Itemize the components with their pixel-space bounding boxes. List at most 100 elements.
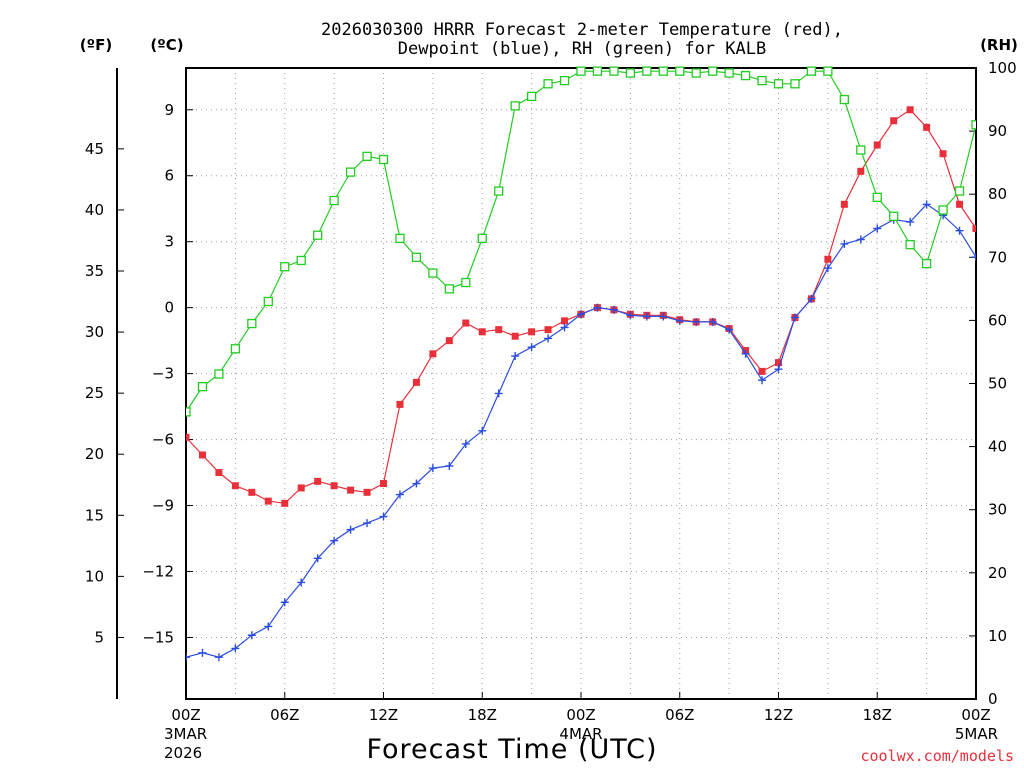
x-tick-label: 06Z (270, 706, 299, 724)
rh-point (186, 407, 191, 417)
dewpoint-point (544, 334, 553, 343)
celsius-tick-label: −3 (152, 365, 174, 383)
temperature-point (906, 106, 914, 114)
dewpoint-point (774, 365, 783, 374)
tick-labels: −15 −12 −9 −6 −3 0 3 6 9 5 10 15 20 25 30 35 40 45 0 10 20 30… (85, 59, 1017, 762)
celsius-tick-label: 3 (164, 233, 174, 251)
x-tick-label: 00Z (961, 706, 990, 724)
x-tick-label: 18Z (863, 706, 892, 724)
grid-lines (186, 68, 976, 699)
fahrenheit-tick-label: 15 (85, 506, 104, 524)
rh-tick-label: 30 (988, 501, 1007, 519)
rh-point (905, 240, 915, 250)
dewpoint-point (231, 644, 240, 653)
temperature-point (281, 499, 289, 507)
rh-point (280, 262, 290, 272)
temperature-point (198, 451, 206, 459)
rh-point (428, 268, 438, 278)
rh-point (642, 66, 652, 76)
dewpoint-point (478, 426, 487, 435)
x-tick-label: 06Z (665, 706, 694, 724)
rh-point (658, 66, 668, 76)
x-tick-date: 4MAR (559, 725, 602, 743)
rh-point (839, 94, 849, 105)
rh-point (444, 284, 454, 294)
rh-point (329, 195, 339, 206)
temperature-point (297, 484, 305, 492)
rh-point (230, 344, 241, 354)
temperature-point (956, 200, 964, 208)
rh-tick-label: 100 (988, 59, 1017, 77)
dewpoint-point (395, 490, 404, 499)
dewpoint-point (626, 311, 635, 320)
rh-tick-label: 90 (988, 122, 1007, 140)
rh-point (790, 79, 800, 89)
temperature-point (478, 328, 486, 336)
rh-point (247, 318, 257, 329)
dewpoint-point (955, 226, 964, 235)
rh-point (214, 369, 224, 379)
dewpoint-point (856, 235, 865, 244)
rh-point (954, 186, 965, 196)
temperature-point (561, 317, 569, 325)
series-2-meter-temperature (186, 106, 976, 507)
rh-point (296, 255, 306, 266)
rh-tick-label: 70 (988, 248, 1007, 266)
x-tick-date: 3MAR (164, 725, 207, 743)
temperature-point (972, 224, 976, 232)
dewpoint-point (247, 631, 256, 640)
rh-point (691, 68, 701, 78)
dewpoint-point (807, 294, 816, 303)
fahrenheit-tick-label: 30 (85, 323, 104, 341)
temperature-point (758, 367, 766, 375)
celsius-tick-label: 9 (164, 101, 174, 119)
temperature-point (347, 486, 355, 494)
fahrenheit-unit-label: (ºF) (80, 36, 112, 54)
x-tick-date: 5MAR (955, 725, 998, 743)
celsius-tick-label: −6 (152, 431, 174, 449)
dewpoint-point (577, 310, 585, 319)
dewpoint-point (741, 349, 750, 358)
temperature-point (824, 255, 832, 263)
dewpoint-point (297, 578, 306, 587)
dewpoint-point (823, 264, 832, 273)
rh-point (559, 75, 570, 86)
series-rh (186, 66, 976, 417)
dewpoint-point (642, 312, 651, 321)
rh-point (345, 167, 356, 177)
rh-point (313, 230, 323, 240)
rh-point (757, 75, 767, 86)
rh-point (971, 120, 976, 130)
temperature-point (857, 167, 865, 175)
fahrenheit-tick-label: 35 (85, 262, 104, 280)
rh-point (609, 66, 619, 76)
fahrenheit-tick-label: 25 (85, 384, 104, 402)
fahrenheit-tick-label: 5 (94, 628, 104, 646)
celsius-tick-label: −15 (142, 628, 174, 646)
series-layer (186, 66, 976, 662)
dewpoint-point (412, 479, 421, 488)
rh-point (263, 296, 273, 307)
rh-point (823, 66, 833, 76)
temperature-point (462, 319, 470, 327)
dewpoint-point (346, 525, 355, 534)
rh-tick-label: 50 (988, 375, 1007, 393)
dewpoint-point (280, 598, 289, 607)
dewpoint-point (560, 323, 569, 332)
x-tick-label: 00Z (171, 706, 200, 724)
rh-point (395, 233, 405, 244)
dewpoint-point (708, 317, 717, 326)
dewpoint-point (906, 217, 915, 226)
temperature-point (314, 477, 322, 485)
celsius-tick-label: 0 (164, 299, 174, 317)
rh-point (856, 145, 866, 155)
rh-tick-label: 10 (988, 627, 1007, 645)
x-axis-label: Forecast Time (UTC) (366, 734, 657, 765)
credit-link[interactable]: coolwx.com/models (860, 747, 1014, 765)
x-tick-label: 12Z (764, 706, 793, 724)
temperature-point (544, 326, 552, 334)
rh-point (592, 66, 603, 76)
rh-point (510, 101, 520, 111)
rh-unit-label: (RH) (980, 36, 1018, 54)
